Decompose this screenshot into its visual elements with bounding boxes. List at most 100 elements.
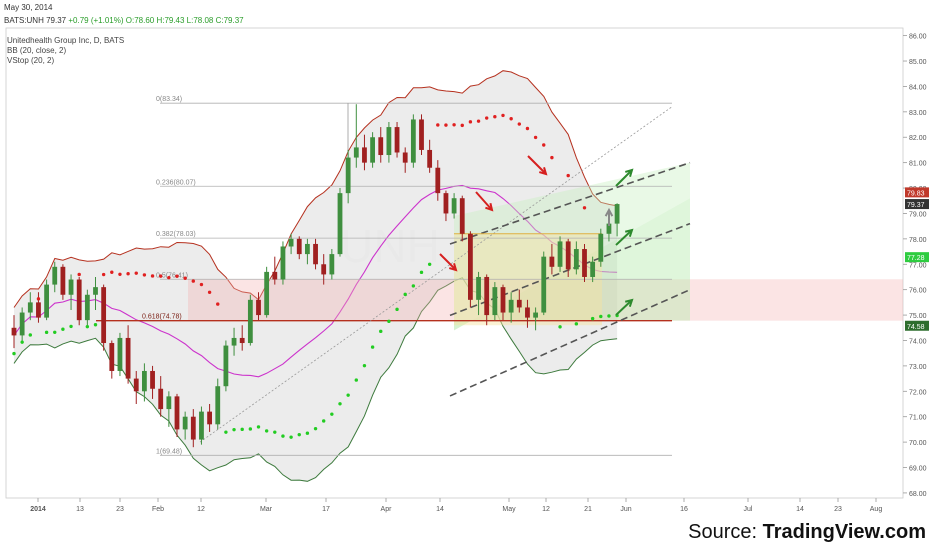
y-tick-label: 77.00 <box>909 262 927 269</box>
price-tag-label: 79.83 <box>907 190 925 197</box>
vstop-dot <box>232 427 236 432</box>
x-tick-label: 21 <box>584 506 592 513</box>
candle-body <box>329 254 335 275</box>
green-arrow-head <box>624 298 634 307</box>
vstop-dot <box>20 340 24 344</box>
candle-body <box>247 299 253 344</box>
vstop-dot <box>36 297 41 301</box>
vstop-dot <box>501 113 505 118</box>
candle-body <box>345 157 351 194</box>
red-arrow <box>439 253 457 271</box>
price-tag-label: 74.58 <box>907 324 925 331</box>
vstop-dot <box>444 123 448 127</box>
vstop-dot <box>85 324 90 329</box>
candle-body <box>541 256 547 313</box>
upper-band <box>13 70 618 308</box>
x-axis: 2014 13 23 Feb 12 Mar 17 Apr 14 May 12 21 Jun 16 Jul 14… <box>30 498 882 513</box>
candle-body <box>468 233 473 300</box>
red-arrow <box>527 155 547 175</box>
vstop-dot <box>460 123 464 128</box>
vstop-dot <box>533 135 538 140</box>
x-tick-label: Jun <box>620 506 631 513</box>
candle-body <box>272 271 278 280</box>
y-axis: 86.0085.0084.0083.0082.0081.0080.0079.00… <box>903 34 929 498</box>
vstop-dot <box>427 262 432 266</box>
vstop-dot <box>264 429 269 433</box>
price-tag-label: 77.28 <box>907 255 925 262</box>
x-tick-label: 23 <box>834 506 842 513</box>
lower-band <box>13 277 618 482</box>
green-arrow <box>615 169 633 187</box>
candle-body <box>125 337 131 379</box>
y-tick-label: 84.00 <box>909 84 927 91</box>
y-tick-label: 86.00 <box>909 34 927 41</box>
y-tick-label: 71.00 <box>909 415 927 422</box>
vstop-dot <box>379 329 383 334</box>
vstop-dot <box>28 333 32 337</box>
candle-body <box>573 249 579 270</box>
vstop-dot <box>134 271 138 275</box>
candle-body <box>549 256 555 267</box>
y-tick-label: 83.00 <box>909 110 927 117</box>
candle-body <box>500 287 506 313</box>
candle-body <box>353 147 359 158</box>
candle-body <box>84 294 90 321</box>
candle-body <box>101 287 107 344</box>
candle-body <box>60 266 66 295</box>
vstop-dot <box>485 116 489 120</box>
vstop-dot <box>175 274 179 278</box>
vstop-dot <box>411 284 416 288</box>
y-tick-label: 82.00 <box>909 135 927 142</box>
x-tick-label: 23 <box>116 506 124 513</box>
candle-body <box>93 287 98 295</box>
candle-body <box>492 287 498 316</box>
x-tick-label: Apr <box>381 506 393 513</box>
vstop-dot <box>362 363 367 368</box>
candle-body <box>52 266 58 285</box>
vstop-dot <box>517 122 521 126</box>
candle-body <box>484 276 490 316</box>
candle-body <box>207 411 212 425</box>
vstop-dot <box>305 431 310 435</box>
candle-body <box>516 299 522 308</box>
vstop-dot <box>387 319 391 324</box>
red-arrow-head <box>485 202 494 212</box>
price-tag <box>905 252 929 263</box>
y-tick-label: 69.00 <box>909 466 927 473</box>
x-tick-label: 17 <box>322 506 330 513</box>
candle-body <box>557 241 563 267</box>
vstop-dot <box>476 119 481 123</box>
candle-body <box>76 279 82 321</box>
vstop-dot <box>240 427 244 432</box>
vstop-dot <box>216 302 220 306</box>
vstop-dot <box>322 419 326 423</box>
vstop-dot <box>199 282 204 287</box>
vstop-dot <box>338 402 342 406</box>
vstop-dot <box>167 275 171 280</box>
price-tag <box>905 199 929 210</box>
fib-label: 0(83.34) <box>156 96 182 103</box>
channel-line <box>449 161 691 245</box>
fib-label: 0.5(76.41) <box>156 272 188 279</box>
fib-label: 0.618(74.78) <box>142 314 182 321</box>
red-arrow-head <box>539 167 548 176</box>
last-price: 79.37 <box>46 16 67 25</box>
candle-body <box>590 261 596 277</box>
y-tick-label: 78.00 <box>909 237 927 244</box>
vstop-dot <box>550 155 554 160</box>
candle-body <box>158 388 164 410</box>
vstop-dot <box>566 173 570 178</box>
candle-body <box>27 302 33 313</box>
vstop-dot <box>273 430 277 434</box>
x-tick-label: 2014 <box>30 506 46 513</box>
vstop-dot <box>289 435 293 439</box>
vstop-dot <box>354 378 358 382</box>
y-tick-label: 68.00 <box>909 491 927 498</box>
x-tick-label: Mar <box>260 506 273 513</box>
x-tick-label: 12 <box>542 506 550 513</box>
candle-body <box>386 127 392 156</box>
candle-body <box>614 204 620 224</box>
volatility-stop <box>12 113 619 439</box>
vstop-dot <box>44 330 49 335</box>
vstop-dot <box>395 307 399 312</box>
